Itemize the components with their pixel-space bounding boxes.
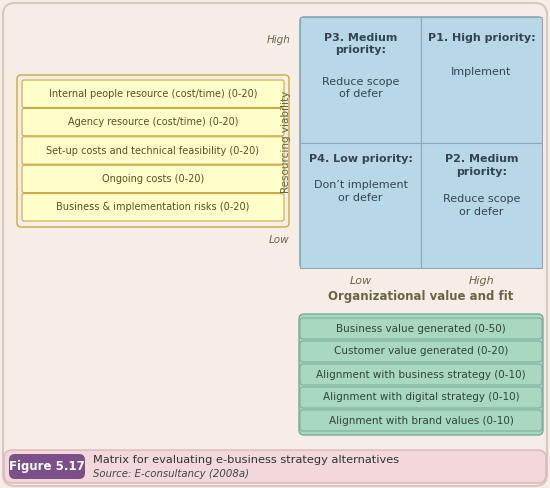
FancyBboxPatch shape xyxy=(22,194,284,221)
FancyBboxPatch shape xyxy=(300,410,542,431)
Text: Matrix for evaluating e-business strategy alternatives: Matrix for evaluating e-business strateg… xyxy=(93,455,399,465)
Text: Ongoing costs (0-20): Ongoing costs (0-20) xyxy=(102,174,204,184)
FancyBboxPatch shape xyxy=(299,314,543,435)
Text: Set-up costs and technical feasibility (0-20): Set-up costs and technical feasibility (… xyxy=(47,145,260,156)
FancyBboxPatch shape xyxy=(4,450,546,483)
FancyBboxPatch shape xyxy=(17,75,289,227)
FancyBboxPatch shape xyxy=(300,17,542,268)
Bar xyxy=(421,142,542,268)
Text: Agency resource (cost/time) (0-20): Agency resource (cost/time) (0-20) xyxy=(68,117,238,127)
Text: Low: Low xyxy=(269,235,289,245)
FancyBboxPatch shape xyxy=(22,137,284,164)
FancyBboxPatch shape xyxy=(22,165,284,193)
FancyBboxPatch shape xyxy=(3,3,547,486)
Text: P3. Medium
priority:: P3. Medium priority: xyxy=(324,33,397,56)
Text: Implement: Implement xyxy=(452,67,512,77)
Text: High: High xyxy=(267,35,291,45)
FancyBboxPatch shape xyxy=(300,341,542,362)
Text: Internal people resource (cost/time) (0-20): Internal people resource (cost/time) (0-… xyxy=(49,89,257,99)
Text: Customer value generated (0-20): Customer value generated (0-20) xyxy=(334,346,508,357)
FancyBboxPatch shape xyxy=(300,318,542,339)
Text: Low: Low xyxy=(349,276,372,286)
Text: Organizational value and fit: Organizational value and fit xyxy=(328,290,514,303)
Text: Business & implementation risks (0-20): Business & implementation risks (0-20) xyxy=(56,203,250,212)
Text: High: High xyxy=(469,276,494,286)
Text: Don’t implement
or defer: Don’t implement or defer xyxy=(314,181,408,203)
Text: Figure 5.17: Figure 5.17 xyxy=(9,460,85,473)
Bar xyxy=(300,142,421,268)
Text: Alignment with brand values (0-10): Alignment with brand values (0-10) xyxy=(328,415,514,426)
Text: Source: E-consultancy (2008a): Source: E-consultancy (2008a) xyxy=(93,469,249,479)
FancyBboxPatch shape xyxy=(22,80,284,107)
FancyBboxPatch shape xyxy=(300,387,542,408)
Text: Resourcing viability: Resourcing viability xyxy=(281,91,291,193)
Text: Alignment with digital strategy (0-10): Alignment with digital strategy (0-10) xyxy=(323,392,519,403)
Text: P4. Low priority:: P4. Low priority: xyxy=(309,155,412,164)
Text: Reduce scope
or defer: Reduce scope or defer xyxy=(443,195,520,217)
FancyBboxPatch shape xyxy=(22,108,284,136)
Text: P1. High priority:: P1. High priority: xyxy=(428,33,535,43)
FancyBboxPatch shape xyxy=(9,454,85,479)
FancyBboxPatch shape xyxy=(300,364,542,385)
Text: Alignment with business strategy (0-10): Alignment with business strategy (0-10) xyxy=(316,369,526,380)
Bar xyxy=(300,17,421,142)
Text: Business value generated (0-50): Business value generated (0-50) xyxy=(336,324,506,333)
Text: Reduce scope
of defer: Reduce scope of defer xyxy=(322,77,399,100)
Bar xyxy=(421,17,542,142)
Text: P2. Medium
priority:: P2. Medium priority: xyxy=(445,155,518,177)
